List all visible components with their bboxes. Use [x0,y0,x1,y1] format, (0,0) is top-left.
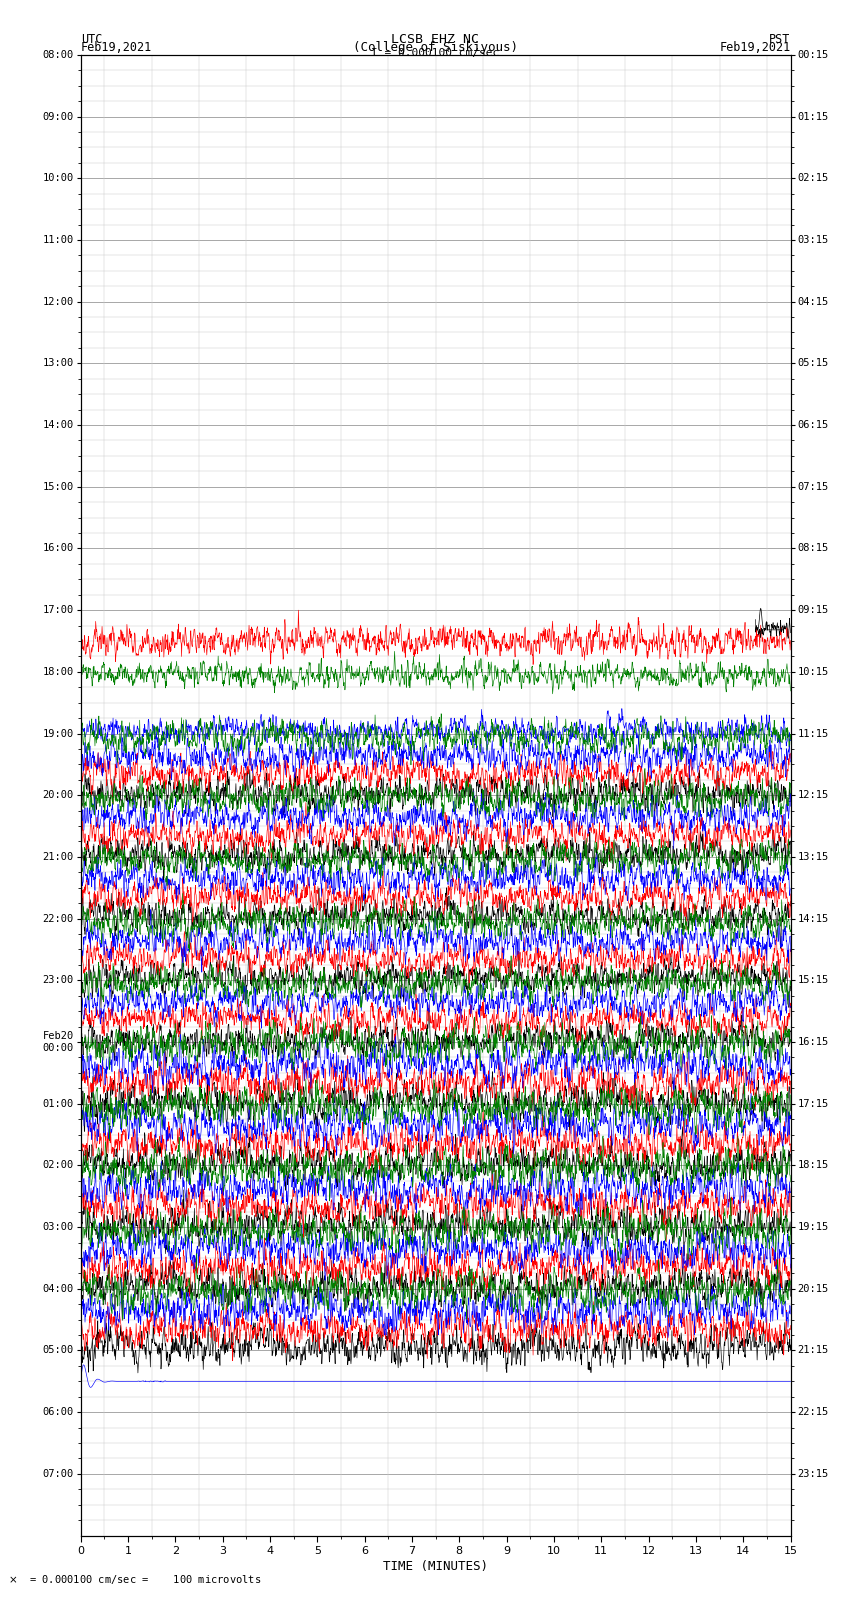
Text: Feb19,2021: Feb19,2021 [81,40,152,53]
Text: (College of Siskiyous): (College of Siskiyous) [353,40,518,53]
Text: Feb19,2021: Feb19,2021 [719,40,791,53]
Text: PST: PST [769,32,790,47]
Text: I = 0.000100 cm/sec: I = 0.000100 cm/sec [371,48,499,58]
Text: $\times$  = 0.000100 cm/sec =    100 microvolts: $\times$ = 0.000100 cm/sec = 100 microvo… [8,1573,262,1586]
Text: LCSB EHZ NC: LCSB EHZ NC [391,32,479,47]
X-axis label: TIME (MINUTES): TIME (MINUTES) [383,1560,488,1573]
Text: UTC: UTC [81,32,102,47]
